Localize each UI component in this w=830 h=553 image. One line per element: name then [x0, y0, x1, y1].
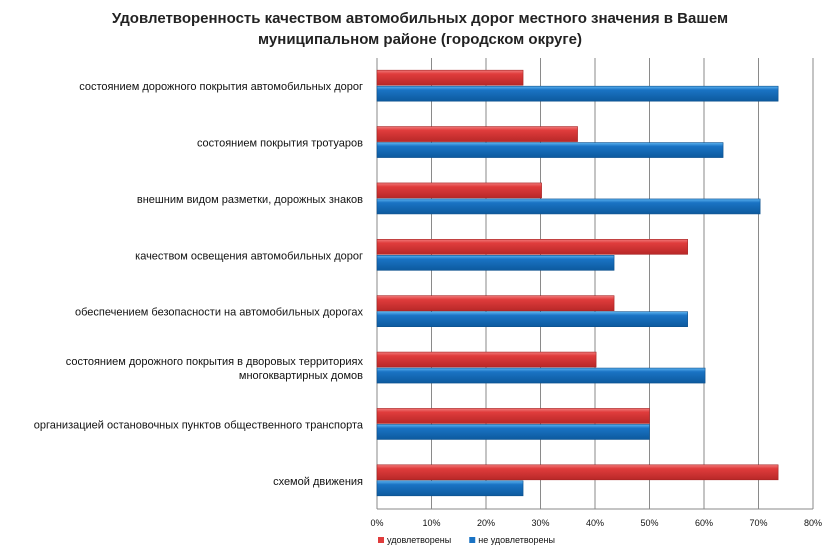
bar-satisfied: [376, 351, 597, 368]
x-tick-label: 0%: [370, 518, 383, 528]
bar-not-satisfied: [376, 311, 688, 327]
bar-satisfied: [376, 408, 650, 424]
bar-satisfied: [376, 239, 688, 255]
chart-title-line: муниципальном районе (городском округе): [258, 31, 582, 48]
bar-not-satisfied: [376, 85, 779, 102]
bar-satisfied: [376, 69, 524, 86]
x-tick-label: 40%: [586, 518, 604, 528]
bar-not-satisfied: [376, 367, 706, 384]
bar-not-satisfied: [376, 480, 524, 497]
legend-label: не удовлетворены: [478, 535, 555, 545]
x-tick-label: 20%: [477, 518, 495, 528]
bar-not-satisfied: [376, 198, 761, 215]
category-label: состоянием дорожного покрытия автомобиль…: [79, 81, 363, 93]
bar-satisfied: [376, 126, 578, 142]
bar-not-satisfied: [376, 142, 724, 158]
category-label: многоквартирных домов: [239, 370, 363, 382]
x-tick-label: 70%: [749, 518, 767, 528]
x-tick-label: 50%: [640, 518, 658, 528]
chart-title: Удовлетворенность качеством автомобильны…: [60, 8, 780, 50]
category-label: внешним видом разметки, дорожных знаков: [137, 194, 363, 206]
category-label: состоянием покрытия тротуаров: [197, 138, 363, 150]
x-tick-label: 30%: [531, 518, 549, 528]
category-label: обеспечением безопасности на автомобильн…: [75, 307, 363, 319]
category-label: схемой движения: [273, 476, 363, 488]
legend-swatch: [469, 537, 476, 543]
legend-label: удовлетворены: [387, 535, 451, 545]
bar-not-satisfied: [376, 255, 615, 271]
chart-title-line: Удовлетворенность качеством автомобильны…: [111, 10, 729, 27]
bar-satisfied: [376, 295, 615, 311]
x-tick-label: 60%: [695, 518, 713, 528]
category-label: организацией остановочных пунктов общест…: [34, 419, 364, 431]
bar-satisfied: [376, 464, 779, 481]
bar-satisfied: [376, 182, 542, 199]
x-tick-label: 10%: [422, 518, 440, 528]
category-label: состоянием дорожного покрытия в дворовых…: [66, 356, 364, 368]
bar-not-satisfied: [376, 424, 650, 440]
category-label: качеством освещения автомобильных дорог: [135, 250, 363, 262]
legend-swatch: [378, 537, 384, 543]
x-tick-label: 80%: [804, 518, 822, 528]
